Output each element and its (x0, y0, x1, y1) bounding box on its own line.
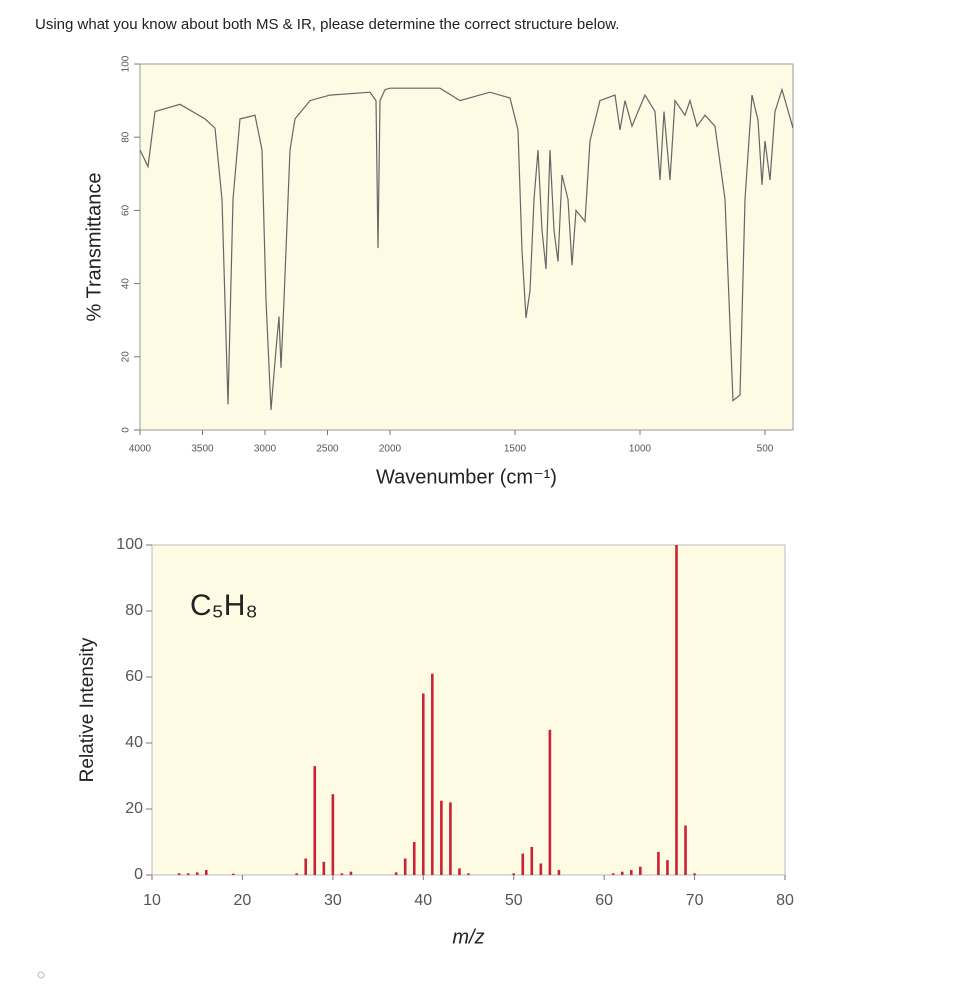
x-tick-label: 10 (143, 892, 161, 909)
peak (693, 873, 696, 875)
peak (232, 873, 235, 875)
y-tick-label: 80 (125, 602, 143, 619)
x-axis-label: m/z (452, 926, 484, 948)
x-axis-label: Wavenumber (cm⁻¹) (376, 466, 557, 488)
x-tick-label: 80 (776, 892, 794, 909)
peak (412, 842, 416, 875)
peak (684, 825, 687, 875)
peak (458, 868, 461, 875)
peak (629, 870, 633, 875)
x-tick-label: 3000 (254, 444, 277, 455)
y-tick-label: 40 (125, 734, 143, 751)
peak (331, 794, 335, 875)
ms-plot-area (151, 544, 786, 876)
peak (304, 858, 308, 875)
peak (557, 870, 561, 875)
peak (204, 870, 208, 875)
x-tick-label: 50 (505, 892, 523, 909)
x-tick-label: 1500 (504, 444, 527, 455)
x-tick-label: 60 (595, 892, 613, 909)
peak (313, 766, 317, 875)
x-tick-label: 1000 (629, 444, 652, 455)
peak (548, 729, 552, 875)
peak (295, 873, 298, 875)
peak (620, 871, 624, 875)
y-tick-label: 20 (125, 800, 143, 817)
peak (467, 873, 470, 875)
x-tick-label: 40 (414, 892, 432, 909)
peak (611, 873, 615, 875)
x-tick-label: 30 (324, 892, 342, 909)
y-tick-label: 60 (125, 668, 143, 685)
y-tick-label: 20 (121, 351, 132, 363)
y-tick-label: 60 (121, 204, 132, 216)
y-tick-label: 0 (134, 866, 143, 883)
y-tick-label: 80 (121, 131, 132, 143)
y-axis-label: Relative Intensity (77, 637, 98, 782)
peak (349, 871, 353, 875)
y-axis-label: % Transmittance (83, 173, 105, 322)
peak (394, 872, 398, 875)
peak (322, 861, 326, 875)
peak (440, 800, 443, 875)
x-tick-label: 4000 (129, 444, 152, 455)
x-tick-label: 500 (757, 444, 774, 455)
peak (186, 873, 190, 875)
peak (675, 545, 678, 875)
formula: C₅H₈ (190, 589, 258, 622)
peak (403, 858, 407, 875)
peak (195, 872, 199, 875)
y-tick-label: 100 (121, 55, 132, 72)
y-tick-label: 40 (121, 278, 132, 290)
peak (340, 873, 344, 875)
peak (657, 851, 660, 875)
x-tick-label: 2500 (316, 444, 339, 455)
x-tick-label: 70 (686, 892, 704, 909)
x-tick-label: 2000 (379, 444, 402, 455)
peak (639, 866, 642, 875)
peak (449, 802, 452, 875)
peak (421, 693, 425, 875)
x-tick-label: 3500 (191, 444, 214, 455)
peak (431, 673, 434, 875)
spectrum-line (139, 87, 794, 410)
y-tick-label: 0 (121, 427, 132, 433)
radio[interactable] (37, 971, 45, 979)
y-tick-label: 100 (116, 536, 143, 553)
peak (539, 863, 543, 875)
question: Using what you know about both MS & IR, … (35, 16, 619, 33)
peak (530, 846, 534, 875)
peak (512, 873, 516, 875)
peak (177, 873, 181, 875)
peak (521, 853, 525, 875)
x-tick-label: 20 (234, 892, 252, 909)
peak (666, 860, 669, 875)
ir-plot-area (139, 63, 794, 431)
